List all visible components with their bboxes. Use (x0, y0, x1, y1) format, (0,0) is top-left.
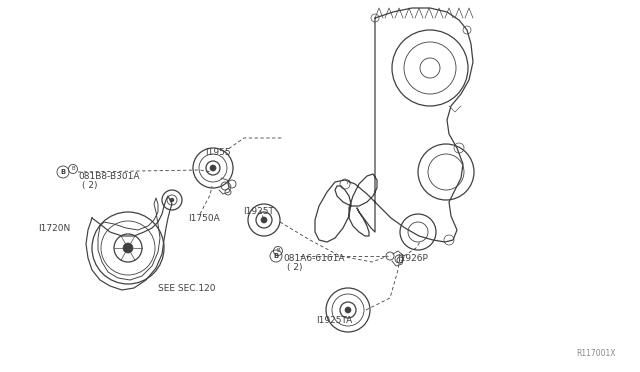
Text: ( 2): ( 2) (287, 263, 303, 272)
Text: I1926P: I1926P (397, 254, 428, 263)
Circle shape (123, 243, 133, 253)
Text: I1925T: I1925T (243, 207, 274, 216)
Text: B: B (276, 248, 280, 253)
Text: B: B (71, 167, 75, 171)
Text: ( 2): ( 2) (82, 181, 97, 190)
Circle shape (210, 165, 216, 171)
Text: I1720N: I1720N (38, 224, 70, 233)
Circle shape (345, 307, 351, 313)
Circle shape (170, 198, 174, 202)
Text: R117001X: R117001X (576, 349, 616, 358)
Text: B: B (60, 169, 65, 175)
Text: SEE SEC.120: SEE SEC.120 (158, 284, 216, 293)
Text: I1925TA: I1925TA (316, 316, 352, 325)
Text: 081B8-B301A: 081B8-B301A (78, 172, 140, 181)
Text: 081A6-6161A: 081A6-6161A (283, 254, 344, 263)
Circle shape (261, 217, 267, 223)
Text: I1955: I1955 (205, 148, 230, 157)
Text: I1750A: I1750A (188, 214, 220, 223)
Text: B: B (273, 253, 278, 259)
